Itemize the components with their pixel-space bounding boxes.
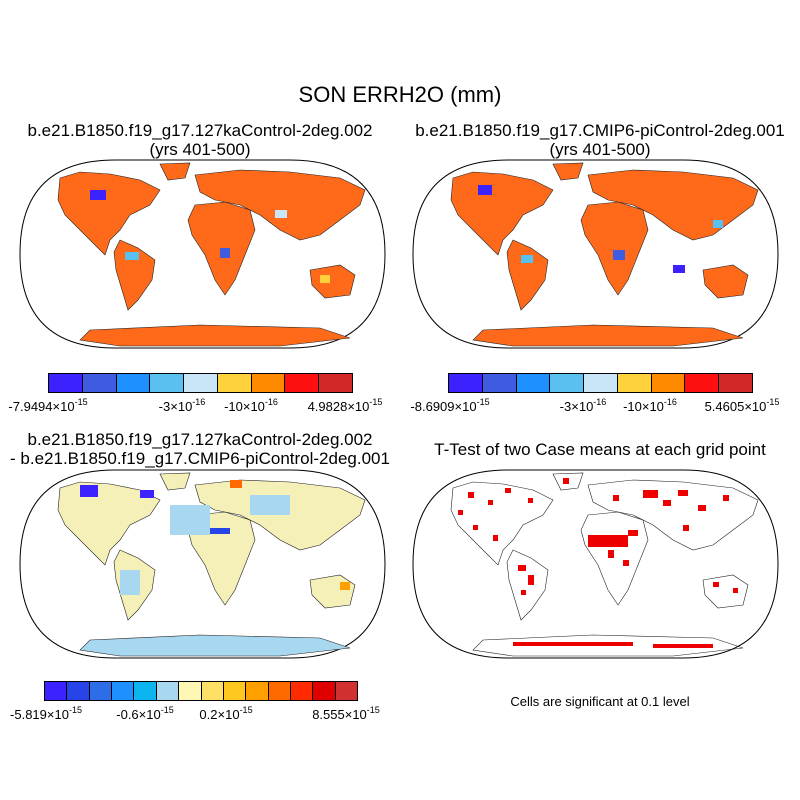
colorbar-2-swatch bbox=[516, 374, 551, 392]
colorbar-2 bbox=[448, 373, 753, 393]
colorbar-3-swatch bbox=[246, 682, 269, 700]
colorbar-1-swatch bbox=[217, 374, 252, 392]
colorbar-2-swatch bbox=[550, 374, 585, 392]
colorbar-3-swatch bbox=[156, 682, 180, 700]
colorbar-2-swatch bbox=[651, 374, 686, 392]
colorbar-3-swatch bbox=[67, 682, 90, 700]
colorbar-2-swatch bbox=[449, 374, 483, 392]
panel1-continents bbox=[57, 162, 366, 347]
panel4-title: T-Test of two Case means at each grid po… bbox=[434, 440, 766, 459]
colorbar-3-label-2: 0.2×10-15 bbox=[199, 705, 253, 722]
panel1-title-line1: b.e21.B1850.f19_g17.127kaControl-2deg.00… bbox=[27, 121, 373, 140]
colorbar-1-swatch bbox=[319, 374, 353, 392]
panel3-title-line1: b.e21.B1850.f19_g17.127kaControl-2deg.00… bbox=[27, 430, 373, 449]
colorbar-3-label-1: -0.6×10-15 bbox=[116, 705, 174, 722]
panel2-title-line2: (yrs 401-500) bbox=[549, 140, 651, 159]
panel4-map-svg bbox=[412, 469, 779, 659]
colorbar-3-swatch bbox=[268, 682, 291, 700]
panel3-map bbox=[19, 469, 386, 659]
panel4-map bbox=[412, 469, 779, 659]
colorbar-3-swatch bbox=[112, 682, 135, 700]
panel3-map-svg bbox=[19, 469, 386, 659]
colorbar-1-swatch bbox=[184, 374, 218, 392]
colorbar-3-swatch bbox=[45, 682, 68, 700]
panel3-continents bbox=[57, 472, 366, 657]
colorbar-3-swatch bbox=[290, 682, 314, 700]
colorbar-3-swatch bbox=[313, 682, 336, 700]
colorbar-3-label-3: 8.555×10-15 bbox=[312, 705, 380, 722]
colorbar-3-swatch bbox=[201, 682, 224, 700]
colorbar-1-label-3: 4.9828×10-15 bbox=[307, 397, 383, 414]
colorbar-2-swatch bbox=[482, 374, 517, 392]
panel4-continents bbox=[450, 472, 759, 657]
colorbar-1-swatch bbox=[116, 374, 151, 392]
colorbar-1-swatch bbox=[251, 374, 286, 392]
colorbar-1-swatch bbox=[285, 374, 320, 392]
panel2-title-line1: b.e21.B1850.f19_g17.CMIP6-piControl-2deg… bbox=[415, 121, 785, 140]
panel4-significant-cells bbox=[458, 478, 738, 648]
panel1-map bbox=[19, 159, 386, 349]
panel2-map bbox=[412, 159, 779, 349]
panel2-map-svg bbox=[412, 159, 779, 349]
colorbar-2-swatch bbox=[719, 374, 753, 392]
panel1-title-line2: (yrs 401-500) bbox=[149, 140, 251, 159]
colorbar-3-swatch bbox=[223, 682, 247, 700]
colorbar-2-swatch bbox=[617, 374, 652, 392]
colorbar-1-swatch bbox=[150, 374, 185, 392]
colorbar-1-swatch bbox=[82, 374, 117, 392]
colorbar-3-swatch bbox=[335, 682, 358, 700]
panel3-title-line2: - b.e21.B1850.f19_g17.CMIP6-piControl-2d… bbox=[10, 449, 390, 468]
panel2-continents bbox=[450, 162, 759, 347]
colorbar-2-swatch bbox=[685, 374, 720, 392]
colorbar-2-swatch bbox=[584, 374, 618, 392]
colorbar-2-label-2: -10×10-16 bbox=[623, 397, 677, 414]
colorbar-1-label-0: -7.9494×10-15 bbox=[8, 397, 88, 414]
colorbar-2-label-0: -8.6909×10-15 bbox=[410, 397, 490, 414]
colorbar-3 bbox=[44, 681, 358, 701]
colorbar-2-label-1: -3×10-16 bbox=[559, 397, 607, 414]
colorbar-3-swatch bbox=[89, 682, 113, 700]
colorbar-1-label-2: -10×10-16 bbox=[224, 397, 278, 414]
colorbar-1-swatch bbox=[49, 374, 83, 392]
colorbar-1 bbox=[48, 373, 353, 393]
colorbar-1-label-1: -3×10-16 bbox=[158, 397, 206, 414]
panel1-map-svg bbox=[19, 159, 386, 349]
colorbar-3-label-0: -5.819×10-15 bbox=[10, 705, 82, 722]
figure-title: SON ERRH2O (mm) bbox=[298, 82, 502, 107]
colorbar-3-swatch bbox=[179, 682, 202, 700]
significance-note: Cells are significant at 0.1 level bbox=[510, 694, 690, 709]
colorbar-2-label-3: 5.4605×10-15 bbox=[704, 397, 780, 414]
colorbar-3-swatch bbox=[134, 682, 157, 700]
